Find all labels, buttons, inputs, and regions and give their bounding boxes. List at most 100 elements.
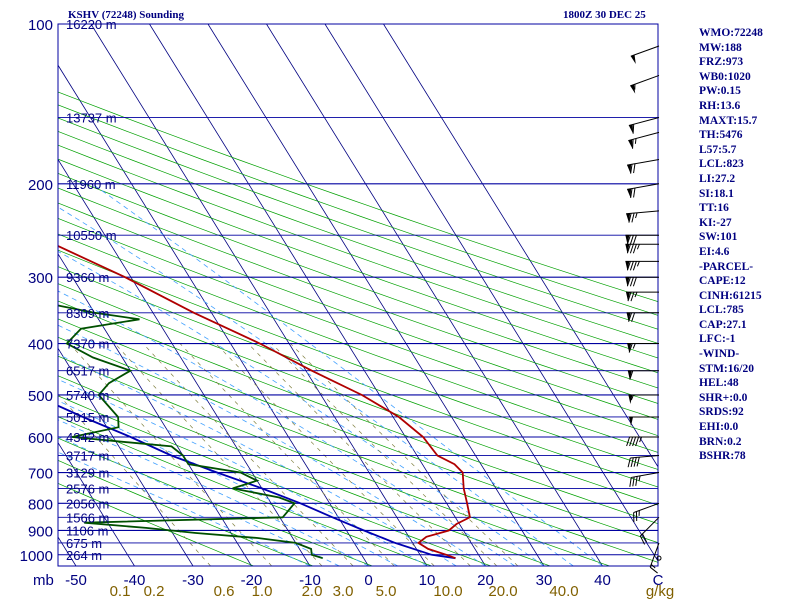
temp-tick-label: -30 — [182, 572, 204, 589]
index-item: STM:16/20 — [699, 362, 754, 375]
height-label: 1106 m — [66, 523, 108, 538]
wind-barb — [649, 542, 660, 574]
dry-adiabat — [58, 117, 658, 330]
isotherm — [324, 24, 658, 562]
dry-adiabat — [58, 144, 658, 359]
moist-adiabat — [58, 419, 369, 566]
wind-barb — [629, 416, 659, 426]
height-label: 1566 m — [66, 510, 109, 525]
height-label: 16220 m — [66, 17, 117, 32]
dewpoint-profile — [58, 304, 323, 560]
wind-barb — [627, 454, 660, 468]
height-label: 675 m — [66, 536, 102, 551]
moist-adiabat — [58, 290, 516, 566]
wind-barb — [656, 555, 662, 561]
pressure-label: 1000 — [20, 548, 53, 565]
dry-adiabat — [58, 300, 658, 525]
dry-adiabat — [58, 375, 551, 566]
index-item: -WIND- — [699, 348, 740, 361]
dry-adiabat — [58, 437, 373, 566]
parcel-trace — [58, 404, 456, 560]
wind-barb — [630, 74, 660, 94]
wind-barb — [626, 312, 659, 322]
dry-adiabat — [58, 395, 492, 566]
index-item: LFC:-1 — [699, 333, 736, 346]
height-label: 2576 m — [66, 481, 109, 496]
dry-adiabat — [58, 483, 254, 566]
temp-tick-label: 10 — [419, 572, 436, 589]
dry-adiabat — [58, 131, 658, 344]
pressure-label: 300 — [28, 270, 53, 287]
wind-barb — [630, 45, 660, 65]
temp-tick-label: -20 — [241, 572, 263, 589]
isotherm — [266, 24, 603, 566]
index-item: FRZ:973 — [699, 56, 744, 69]
index-item: KI:-27 — [699, 216, 732, 229]
height-label: 5740 m — [66, 388, 109, 403]
pressure-label: 900 — [28, 523, 53, 540]
moist-adiabat — [58, 324, 486, 566]
dry-adiabat — [58, 318, 658, 544]
wind-barb — [629, 472, 660, 487]
temp-tick-label: 40 — [594, 572, 611, 589]
wind-barb — [628, 131, 660, 149]
pressure-label: 600 — [28, 430, 53, 447]
index-item: LCL:823 — [699, 158, 744, 171]
index-item: MW:188 — [699, 41, 742, 54]
dry-adiabat — [58, 249, 658, 470]
dry-adiabat — [58, 416, 432, 566]
mixing-ratio-label: 40.0 — [549, 583, 578, 600]
dry-adiabat — [58, 266, 658, 488]
mixing-ratio-label: 5.0 — [376, 583, 397, 600]
dry-adiabat — [58, 217, 658, 437]
mixing-ratio-label: 2.0 — [302, 583, 323, 600]
index-item: CAPE:12 — [699, 275, 746, 288]
mixing-ratio-label: 0.1 — [110, 583, 131, 600]
dry-adiabat — [58, 91, 658, 303]
temp-tick-label: 30 — [536, 572, 553, 589]
mixing-ratio-label: g/kg — [646, 583, 674, 600]
temp-tick-label: -40 — [124, 572, 146, 589]
mixing-ratio-line — [142, 343, 354, 566]
sounding-time: 1800Z 30 DEC 25 — [563, 9, 646, 21]
pressure-label: 200 — [28, 177, 53, 194]
isotherm — [58, 158, 311, 566]
isotherm — [58, 347, 194, 566]
temperature-profile — [58, 245, 471, 560]
index-item: RH:13.6 — [699, 99, 741, 112]
dry-adiabat — [58, 283, 658, 506]
index-item: TT:16 — [699, 202, 729, 215]
moist-adiabat — [91, 183, 603, 566]
mixing-ratio-label: 3.0 — [333, 583, 354, 600]
wind-barb — [625, 276, 659, 287]
index-item: LCL:785 — [699, 304, 744, 317]
wind-barb — [626, 291, 659, 302]
wind-barb — [625, 234, 659, 245]
height-label: 7370 m — [66, 337, 109, 352]
wind-barb — [625, 260, 659, 271]
index-item: LI:27.2 — [699, 172, 736, 185]
height-label: 11960 m — [66, 177, 116, 192]
wind-barb — [627, 158, 660, 174]
isotherm — [207, 24, 545, 566]
index-item: WMO:72248 — [699, 27, 763, 39]
index-item: SHR+:0.0 — [699, 391, 748, 404]
wind-barb — [627, 183, 660, 198]
wind-barb — [639, 516, 660, 545]
indices-panel: WMO:72248 MW:188 FRZ:973 WB0:1020 PW:0.15 RH:… — [699, 26, 799, 464]
dry-adiabat — [58, 459, 314, 566]
wind-barb — [626, 436, 659, 447]
moist-adiabat — [58, 206, 574, 566]
index-item: CAP:27.1 — [699, 318, 747, 331]
height-label: 8309 m — [66, 306, 109, 321]
index-item: WB0:1020 — [699, 70, 751, 83]
pressure-label: 400 — [28, 337, 53, 354]
isotherm — [0, 24, 18, 566]
height-label: 3129 m — [66, 466, 109, 481]
mixing-ratio-label: 20.0 — [488, 583, 517, 600]
dry-adiabat — [58, 172, 658, 389]
mixing-ratio-label: 0.6 — [214, 583, 235, 600]
pressure-label: 700 — [28, 466, 53, 483]
index-item: BSHR:78 — [699, 450, 746, 463]
